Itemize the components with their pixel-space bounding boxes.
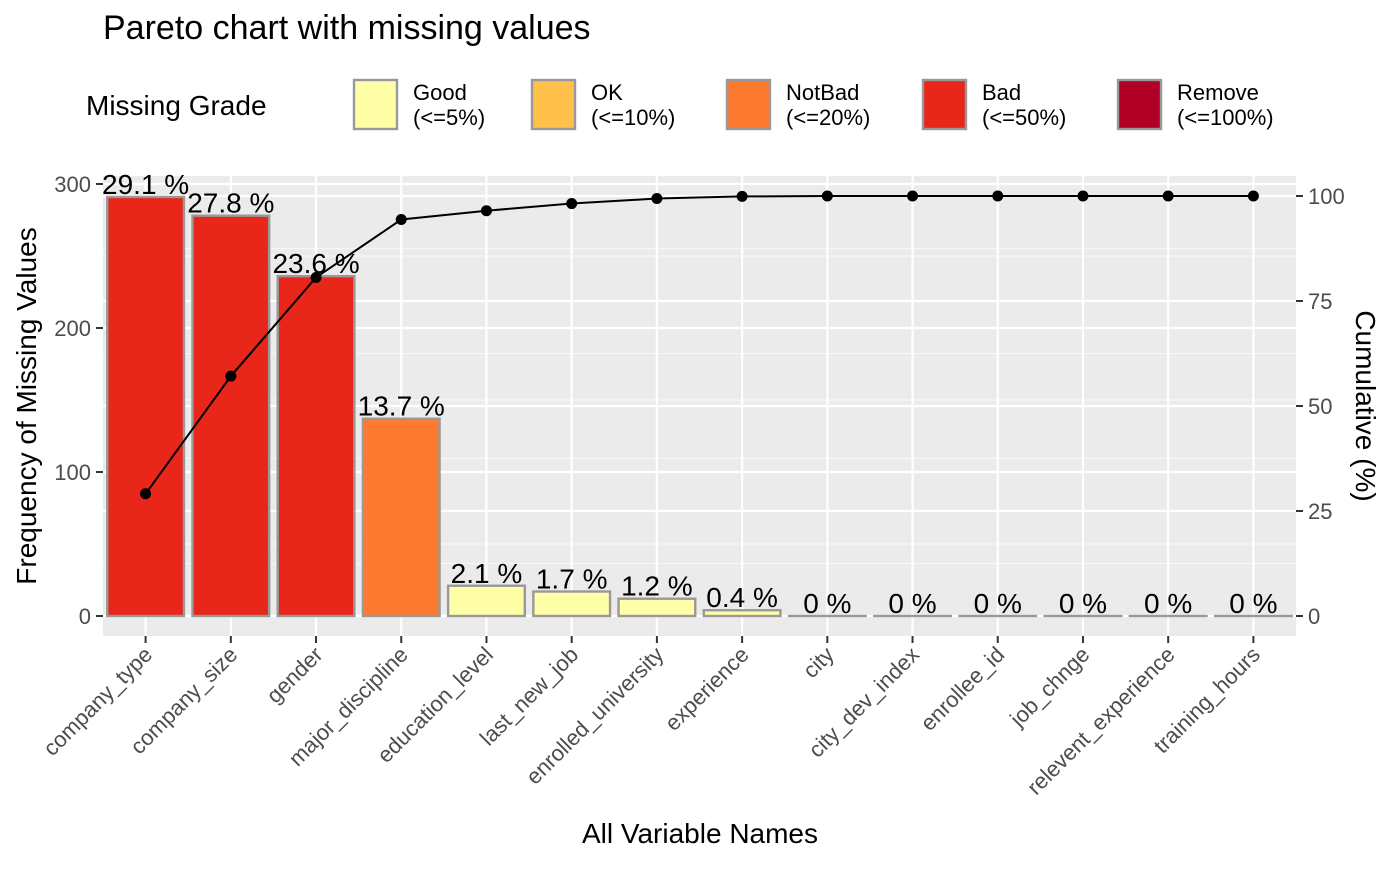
cumulative-point bbox=[1248, 191, 1259, 202]
legend-title: Missing Grade bbox=[86, 90, 267, 121]
cumulative-point bbox=[225, 371, 236, 382]
y-axis-left: 0 100 200 300 bbox=[54, 172, 103, 629]
bar-data-label: 0 % bbox=[1059, 588, 1107, 619]
bar bbox=[448, 586, 525, 616]
cumulative-point bbox=[1163, 191, 1174, 202]
cumulative-point bbox=[140, 488, 151, 499]
bar-data-label: 29.1 % bbox=[102, 169, 189, 200]
y2-axis-label: Cumulative (%) bbox=[1350, 310, 1381, 501]
bar-data-label: 0 % bbox=[1144, 588, 1192, 619]
cumulative-point bbox=[1077, 191, 1088, 202]
y-axis-label: Frequency of Missing Values bbox=[11, 227, 42, 584]
legend-key-bad bbox=[923, 80, 966, 129]
legend-range-remove: (<=100%) bbox=[1177, 105, 1274, 130]
cumulative-point bbox=[481, 205, 492, 216]
legend-key-notbad bbox=[727, 80, 770, 129]
legend-key-good bbox=[354, 80, 397, 129]
legend-label-bad: Bad bbox=[982, 80, 1021, 105]
x-tick-label: enrollee_id bbox=[915, 642, 1009, 736]
y-axis-right: 0 25 50 75 100 bbox=[1296, 184, 1345, 629]
legend: Good(<=5%) OK(<=10%) NotBad(<=20%) Bad(<=50… bbox=[354, 80, 1274, 130]
x-tick-label: job_chnge bbox=[1004, 642, 1094, 732]
cumulative-point bbox=[651, 193, 662, 204]
legend-key-remove bbox=[1118, 80, 1161, 129]
bar-data-label: 0.4 % bbox=[706, 582, 778, 613]
bar-data-label: 0 % bbox=[1229, 588, 1277, 619]
y-tick-label: 0 bbox=[79, 604, 91, 629]
legend-range-bad: (<=50%) bbox=[982, 105, 1066, 130]
cumulative-point bbox=[992, 191, 1003, 202]
bar bbox=[278, 276, 355, 616]
cumulative-point bbox=[907, 191, 918, 202]
cumulative-point bbox=[566, 198, 577, 209]
legend-range-notbad: (<=20%) bbox=[786, 105, 870, 130]
cumulative-point bbox=[311, 272, 322, 283]
x-axis-label: All Variable Names bbox=[582, 818, 818, 849]
cumulative-point bbox=[396, 214, 407, 225]
bar bbox=[363, 419, 440, 616]
bar bbox=[107, 197, 184, 616]
bar bbox=[533, 592, 610, 616]
bar-data-label: 0 % bbox=[803, 588, 851, 619]
bar-data-label: 1.2 % bbox=[621, 571, 693, 602]
x-tick-label: experience bbox=[660, 642, 754, 736]
bar-data-label: 0 % bbox=[974, 588, 1022, 619]
y-tick-label: 200 bbox=[54, 316, 91, 341]
legend-range-ok: (<=10%) bbox=[591, 105, 675, 130]
y2-tick-label: 100 bbox=[1308, 184, 1345, 209]
y-tick-label: 100 bbox=[54, 460, 91, 485]
legend-label-notbad: NotBad bbox=[786, 80, 859, 105]
legend-label-good: Good bbox=[413, 80, 467, 105]
bar-data-label: 2.1 % bbox=[451, 558, 523, 589]
legend-label-remove: Remove bbox=[1177, 80, 1259, 105]
cumulative-point bbox=[822, 191, 833, 202]
chart-title: Pareto chart with missing values bbox=[103, 9, 591, 47]
y-tick-label: 300 bbox=[54, 172, 91, 197]
y2-tick-label: 75 bbox=[1308, 289, 1332, 314]
y2-tick-label: 25 bbox=[1308, 499, 1332, 524]
cumulative-point bbox=[737, 191, 748, 202]
x-tick-label: relevent_experience bbox=[1022, 642, 1180, 800]
bar-data-label: 13.7 % bbox=[358, 391, 445, 422]
x-tick-label: city bbox=[798, 642, 839, 683]
bar-data-label: 1.7 % bbox=[536, 564, 608, 595]
bar-data-label: 0 % bbox=[888, 588, 936, 619]
x-tick-label: gender bbox=[261, 642, 327, 708]
legend-label-ok: OK bbox=[591, 80, 623, 105]
legend-range-good: (<=5%) bbox=[413, 105, 485, 130]
bar bbox=[192, 216, 269, 616]
y2-tick-label: 0 bbox=[1308, 604, 1320, 629]
y2-tick-label: 50 bbox=[1308, 394, 1332, 419]
bar-data-label: 27.8 % bbox=[187, 188, 274, 219]
legend-key-ok bbox=[532, 80, 575, 129]
